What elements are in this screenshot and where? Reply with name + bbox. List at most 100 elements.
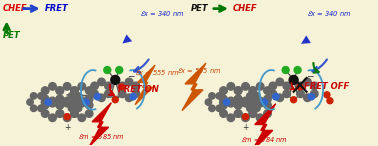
- Circle shape: [223, 99, 230, 105]
- Text: +: +: [64, 123, 71, 132]
- Circle shape: [220, 110, 227, 117]
- Circle shape: [76, 93, 82, 99]
- Circle shape: [71, 101, 78, 109]
- Circle shape: [291, 97, 297, 103]
- Circle shape: [310, 82, 318, 90]
- Circle shape: [254, 105, 260, 112]
- Circle shape: [242, 97, 249, 105]
- Circle shape: [78, 97, 85, 105]
- Circle shape: [289, 75, 298, 84]
- Text: $\mathcal{E}$x = 340 nm: $\mathcal{E}$x = 340 nm: [140, 9, 184, 18]
- Circle shape: [79, 99, 85, 105]
- Circle shape: [283, 82, 291, 90]
- Circle shape: [56, 110, 64, 117]
- Circle shape: [294, 67, 301, 73]
- Text: $\mathcal{E}$x = 555 nm: $\mathcal{E}$x = 555 nm: [177, 66, 222, 74]
- Circle shape: [261, 99, 268, 105]
- Circle shape: [310, 90, 318, 98]
- Text: CHEF: CHEF: [233, 4, 257, 13]
- Circle shape: [64, 83, 71, 90]
- Circle shape: [227, 99, 235, 107]
- Text: −: −: [127, 72, 135, 80]
- Circle shape: [257, 99, 264, 105]
- Polygon shape: [182, 63, 206, 111]
- Polygon shape: [252, 104, 276, 146]
- Circle shape: [98, 78, 105, 86]
- Circle shape: [269, 90, 277, 98]
- Circle shape: [256, 83, 264, 90]
- Circle shape: [71, 87, 78, 94]
- Circle shape: [31, 105, 37, 112]
- Circle shape: [118, 82, 126, 90]
- Circle shape: [56, 95, 64, 103]
- Circle shape: [327, 98, 333, 104]
- Circle shape: [297, 82, 304, 90]
- Circle shape: [254, 93, 260, 99]
- Circle shape: [297, 90, 304, 98]
- Circle shape: [264, 87, 271, 94]
- Circle shape: [71, 110, 78, 117]
- Circle shape: [31, 93, 37, 99]
- Circle shape: [27, 99, 33, 105]
- Circle shape: [111, 75, 120, 84]
- Circle shape: [71, 110, 78, 117]
- Circle shape: [49, 83, 56, 90]
- Circle shape: [246, 105, 253, 112]
- Circle shape: [119, 84, 125, 90]
- Circle shape: [76, 105, 82, 112]
- Circle shape: [264, 95, 271, 103]
- Circle shape: [83, 99, 89, 105]
- Circle shape: [269, 82, 277, 90]
- Circle shape: [65, 99, 71, 105]
- Circle shape: [246, 93, 253, 99]
- Circle shape: [216, 105, 222, 112]
- Circle shape: [227, 114, 235, 121]
- Circle shape: [94, 94, 101, 100]
- Circle shape: [78, 83, 85, 90]
- Circle shape: [249, 95, 257, 103]
- Circle shape: [282, 67, 289, 73]
- Circle shape: [273, 94, 279, 100]
- Circle shape: [112, 97, 118, 103]
- Circle shape: [242, 114, 249, 121]
- Circle shape: [249, 110, 257, 117]
- Circle shape: [242, 83, 249, 90]
- Circle shape: [243, 114, 248, 120]
- Circle shape: [249, 101, 257, 109]
- Circle shape: [85, 87, 93, 94]
- Circle shape: [105, 82, 112, 90]
- Circle shape: [56, 87, 64, 94]
- Polygon shape: [89, 103, 111, 146]
- Circle shape: [234, 95, 242, 103]
- Circle shape: [71, 95, 78, 103]
- Circle shape: [216, 93, 222, 99]
- Circle shape: [227, 83, 235, 90]
- Circle shape: [98, 94, 105, 101]
- Circle shape: [68, 93, 74, 99]
- Circle shape: [118, 90, 126, 98]
- Text: CHEF: CHEF: [3, 4, 27, 13]
- Circle shape: [304, 78, 311, 86]
- Circle shape: [38, 93, 44, 99]
- Circle shape: [256, 97, 264, 105]
- Circle shape: [220, 87, 227, 94]
- Circle shape: [249, 87, 257, 94]
- Circle shape: [234, 101, 242, 109]
- Circle shape: [38, 105, 44, 112]
- Circle shape: [256, 114, 264, 121]
- Circle shape: [125, 78, 133, 86]
- Polygon shape: [135, 65, 155, 105]
- Text: $\mathcal{E}$x = 555 nm: $\mathcal{E}$x = 555 nm: [135, 67, 180, 77]
- Circle shape: [64, 114, 71, 121]
- Circle shape: [234, 87, 242, 94]
- Circle shape: [41, 101, 49, 109]
- Circle shape: [276, 78, 284, 86]
- Circle shape: [264, 101, 271, 109]
- Circle shape: [56, 101, 64, 109]
- Text: PET: PET: [191, 4, 209, 13]
- Circle shape: [85, 101, 93, 109]
- Circle shape: [132, 90, 140, 98]
- Circle shape: [56, 101, 64, 109]
- Circle shape: [234, 110, 242, 117]
- Circle shape: [68, 105, 74, 112]
